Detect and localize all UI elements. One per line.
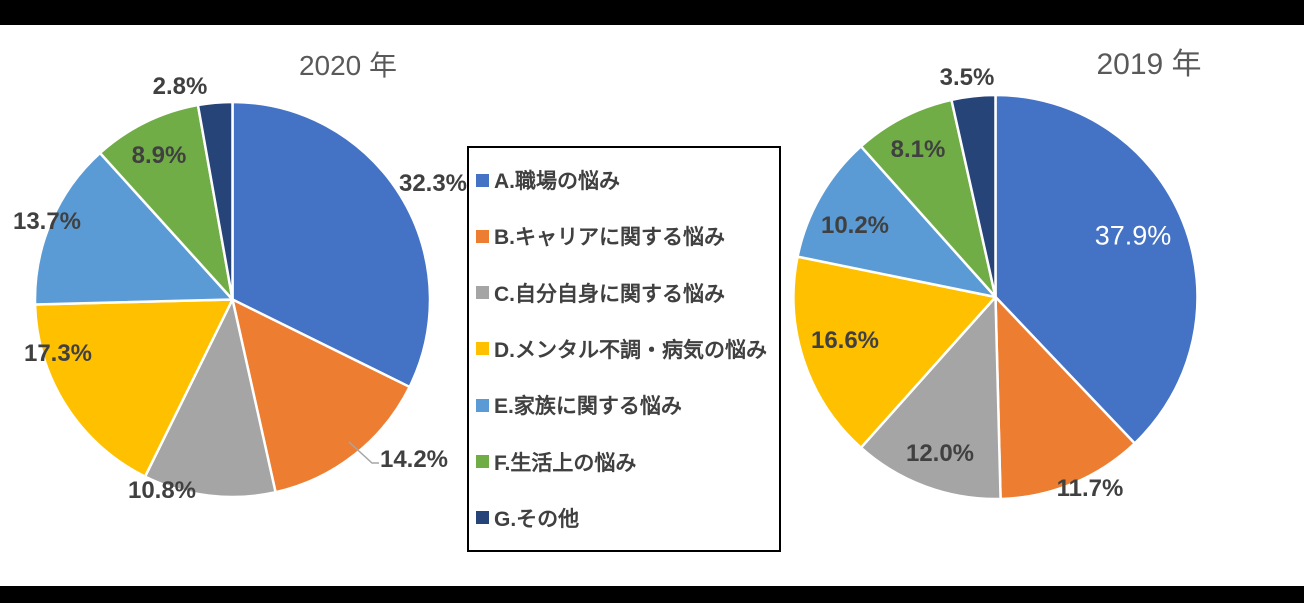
legend-item-label: C.自分自身に関する悩み [494, 282, 725, 306]
legend-item: A.職場の悩み [476, 165, 777, 195]
pie-slice-2020-g [196, 100, 234, 301]
data-label: 32.3% [398, 170, 468, 197]
legend: A.職場の悩み B.キャリアに関する悩み C.自分自身に関する悩み D.メンタル不調・… [467, 146, 781, 552]
legend-item-label: F.生活上の悩み [494, 451, 637, 475]
legend-item-label: A.職場の悩み [494, 170, 620, 194]
pie-slice-2019-b [994, 295, 1136, 501]
data-label: 12.0% [905, 440, 975, 467]
data-label: 14.2% [379, 446, 449, 473]
pie-slice-2020-c [143, 298, 277, 499]
legend-swatch [476, 455, 489, 469]
bottom-black-bar [0, 586, 1304, 603]
legend-swatch [476, 398, 489, 412]
data-label: 2.8% [152, 73, 208, 100]
pie-slice-2020-d [33, 298, 234, 478]
pie-slice-2019-g [950, 93, 997, 299]
legend-swatch [476, 511, 489, 525]
pie-slice-2019-d [792, 255, 997, 449]
legend-item-label: D.メンタル不調・病気の悩み [494, 338, 767, 362]
legend-swatch [476, 229, 489, 243]
legend-item: G.その他 [476, 503, 777, 533]
legend-item-label: G.その他 [494, 507, 580, 531]
legend-item: F.生活上の悩み [476, 447, 777, 477]
legend-item-label: B.キャリアに関する悩み [494, 226, 725, 250]
top-black-bar [0, 0, 1304, 25]
pie-slice-2020-f [98, 103, 234, 301]
data-label: 8.9% [131, 142, 187, 169]
chart-title-2020: 2020 年 [298, 50, 398, 81]
label-leader-line [348, 441, 379, 464]
pie-slice-2020-e [33, 151, 234, 306]
data-label: 37.9% [1094, 220, 1172, 251]
data-label: 8.1% [890, 136, 946, 163]
legend-swatch [476, 286, 489, 300]
data-label: 3.5% [939, 64, 995, 91]
data-label: 10.2% [820, 212, 890, 239]
data-label: 13.7% [12, 208, 82, 235]
legend-item-label: E.家族に関する悩み [494, 395, 682, 419]
data-label: 11.7% [1056, 475, 1124, 502]
data-label: 16.6% [810, 327, 880, 354]
legend-item: B.キャリアに関する悩み [476, 221, 777, 251]
pie-slice-2019-c [859, 295, 1002, 501]
pie-slice-2020-a [231, 100, 432, 389]
legend-item: E.家族に関する悩み [476, 390, 777, 420]
chart-title-2019: 2019 年 [1096, 48, 1202, 81]
legend-item: C.自分自身に関する悩み [476, 278, 777, 308]
legend-item: D.メンタル不調・病気の悩み [476, 334, 777, 364]
legend-swatch [476, 173, 489, 187]
pie-slice-2019-e [796, 145, 997, 299]
pie-slice-2019-a [994, 93, 1199, 445]
pie-slice-2020-b [231, 298, 411, 494]
legend-swatch [476, 342, 489, 356]
data-label: 10.8% [127, 477, 197, 504]
data-label: 17.3% [23, 340, 93, 367]
